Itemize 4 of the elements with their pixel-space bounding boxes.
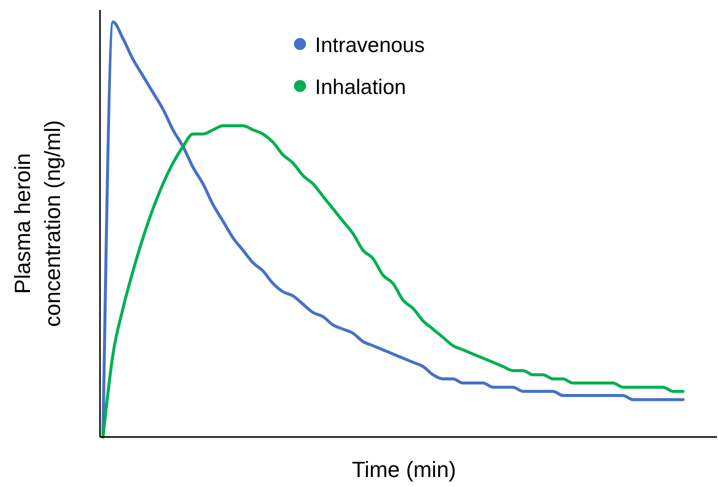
legend-label: Intravenous: [315, 34, 425, 57]
x-axis-title: Time (min): [352, 457, 456, 482]
y-axis-title: Plasma heroin concentration (ng/ml): [10, 120, 65, 327]
legend-label: Inhalation: [315, 76, 406, 99]
